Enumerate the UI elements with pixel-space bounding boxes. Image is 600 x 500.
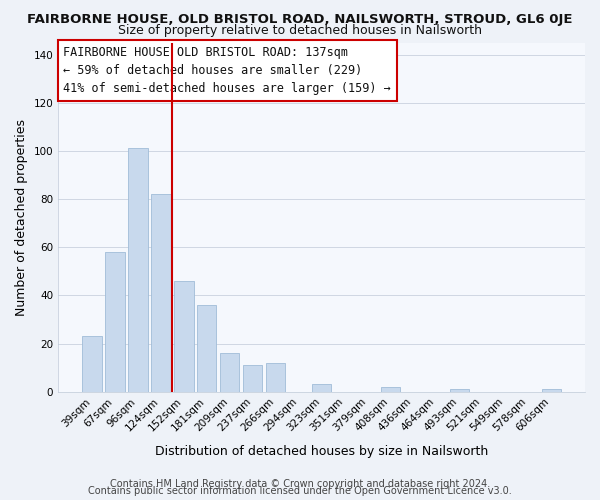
Bar xyxy=(266,363,286,392)
Bar xyxy=(128,148,148,392)
Text: Contains HM Land Registry data © Crown copyright and database right 2024.: Contains HM Land Registry data © Crown c… xyxy=(110,479,490,489)
Bar xyxy=(542,390,561,392)
Text: Contains public sector information licensed under the Open Government Licence v3: Contains public sector information licen… xyxy=(88,486,512,496)
Bar xyxy=(105,252,125,392)
Bar xyxy=(220,353,239,392)
Bar xyxy=(151,194,170,392)
Bar xyxy=(381,387,400,392)
X-axis label: Distribution of detached houses by size in Nailsworth: Distribution of detached houses by size … xyxy=(155,444,488,458)
Bar xyxy=(174,281,194,392)
Bar xyxy=(449,390,469,392)
Bar xyxy=(243,365,262,392)
Text: FAIRBORNE HOUSE OLD BRISTOL ROAD: 137sqm
← 59% of detached houses are smaller (2: FAIRBORNE HOUSE OLD BRISTOL ROAD: 137sqm… xyxy=(64,46,391,95)
Text: FAIRBORNE HOUSE, OLD BRISTOL ROAD, NAILSWORTH, STROUD, GL6 0JE: FAIRBORNE HOUSE, OLD BRISTOL ROAD, NAILS… xyxy=(27,12,573,26)
Bar xyxy=(82,336,101,392)
Y-axis label: Number of detached properties: Number of detached properties xyxy=(15,118,28,316)
Bar xyxy=(312,384,331,392)
Text: Size of property relative to detached houses in Nailsworth: Size of property relative to detached ho… xyxy=(118,24,482,37)
Bar xyxy=(197,305,217,392)
